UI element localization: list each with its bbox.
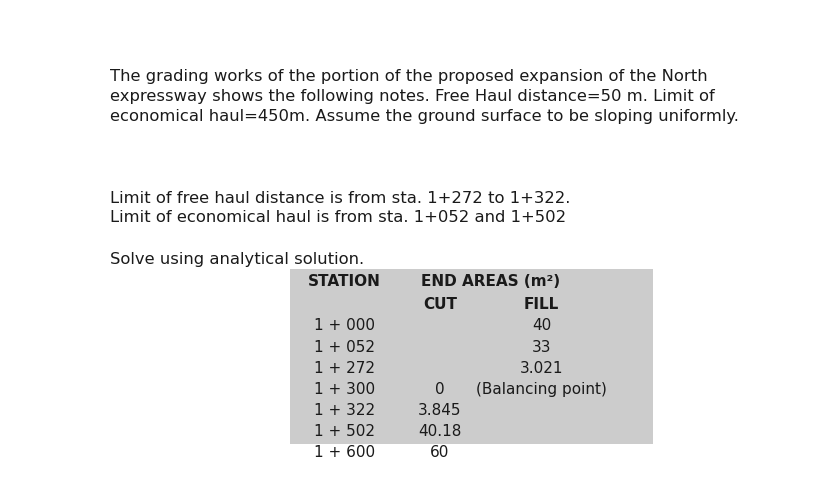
Text: 1 + 052: 1 + 052: [314, 340, 375, 355]
Text: (Balancing point): (Balancing point): [476, 382, 607, 397]
Text: END AREAS (m²): END AREAS (m²): [421, 274, 560, 289]
Text: 60: 60: [430, 445, 450, 460]
FancyBboxPatch shape: [291, 269, 653, 463]
Text: 1 + 272: 1 + 272: [314, 361, 375, 376]
Text: 0: 0: [435, 382, 445, 397]
Text: CUT: CUT: [423, 297, 456, 312]
Text: 1 + 300: 1 + 300: [314, 382, 375, 397]
Text: Limit of free haul distance is from sta. 1+272 to 1+322.
Limit of economical hau: Limit of free haul distance is from sta.…: [110, 191, 571, 225]
Text: 33: 33: [532, 340, 552, 355]
Text: Solve using analytical solution.: Solve using analytical solution.: [110, 252, 365, 267]
Text: 1 + 502: 1 + 502: [314, 424, 375, 439]
Text: 1 + 322: 1 + 322: [314, 403, 375, 418]
Text: FILL: FILL: [524, 297, 559, 312]
Text: 3.021: 3.021: [520, 361, 563, 376]
Text: 40: 40: [532, 318, 551, 333]
Text: The grading works of the portion of the proposed expansion of the North
expressw: The grading works of the portion of the …: [110, 69, 739, 124]
Text: 3.845: 3.845: [418, 403, 461, 418]
Text: 1 + 000: 1 + 000: [314, 318, 375, 333]
Text: 40.18: 40.18: [418, 424, 461, 439]
Text: 1 + 600: 1 + 600: [314, 445, 375, 460]
Text: STATION: STATION: [308, 274, 381, 289]
